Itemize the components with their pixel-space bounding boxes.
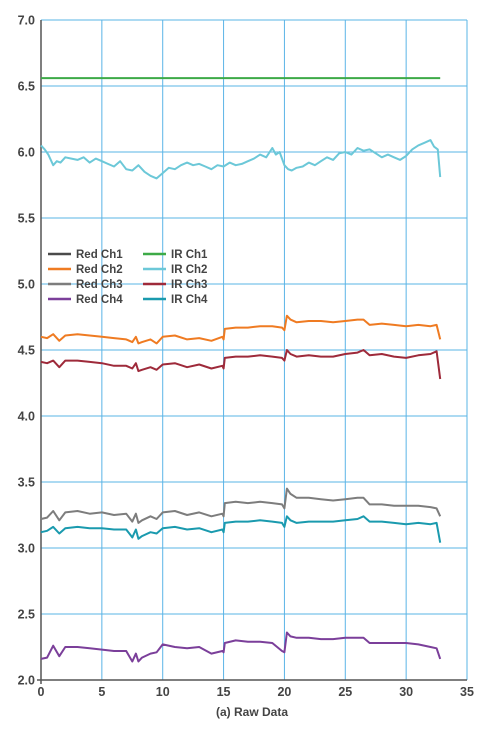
series-line-red-ch3 bbox=[40, 487, 442, 524]
y-tick-label: 4.5 bbox=[18, 344, 35, 358]
x-tick-label: 30 bbox=[399, 685, 413, 699]
y-tick-label: 5.5 bbox=[18, 212, 35, 226]
y-tick-label: 2.0 bbox=[18, 674, 35, 688]
x-tick-label: 10 bbox=[156, 685, 170, 699]
series-line-red-ch4 bbox=[40, 631, 442, 663]
x-axis-label: (a) Raw Data bbox=[216, 705, 288, 719]
y-tick-label: 5.0 bbox=[18, 278, 35, 292]
x-tick-label: 0 bbox=[38, 685, 45, 699]
x-tick-label: 25 bbox=[338, 685, 352, 699]
legend-label-ir-ch3: IR Ch3 bbox=[171, 279, 207, 291]
y-tick-label: 6.0 bbox=[18, 146, 35, 160]
series-line-red-ch2 bbox=[40, 314, 442, 345]
y-tick-label: 6.5 bbox=[18, 80, 35, 94]
legend-label-red-ch3: Red Ch3 bbox=[76, 279, 123, 291]
x-tick-label: 20 bbox=[277, 685, 291, 699]
y-tick-label: 2.5 bbox=[18, 608, 35, 622]
y-tick-label: 3.5 bbox=[18, 476, 35, 490]
x-tick-label: 35 bbox=[460, 685, 474, 699]
legend-label-ir-ch2: IR Ch2 bbox=[171, 264, 207, 276]
y-tick-label: 7.0 bbox=[18, 14, 35, 28]
axes bbox=[37, 20, 467, 684]
series-line-ir-ch4 bbox=[40, 515, 442, 543]
y-tick-label: 3.0 bbox=[18, 542, 35, 556]
series-lines bbox=[40, 77, 442, 663]
legend-label-red-ch2: Red Ch2 bbox=[76, 264, 123, 276]
legend-label-red-ch1: Red Ch1 bbox=[76, 249, 123, 261]
x-tick-label: 15 bbox=[217, 685, 231, 699]
x-tick-labels: 0 5 10 15 20 25 30 35 bbox=[38, 685, 474, 699]
y-tick-label: 4.0 bbox=[18, 410, 35, 424]
legend-label-red-ch4: Red Ch4 bbox=[76, 294, 123, 306]
legend-label-ir-ch1: IR Ch1 bbox=[171, 249, 208, 261]
y-tick-labels: 2.0 2.5 3.0 3.5 4.0 4.5 5.0 5.5 6.0 6.5 7.0 bbox=[18, 14, 35, 688]
grid bbox=[41, 19, 468, 680]
legend: Red Ch1 Red Ch2 Red Ch3 Red Ch4 IR Ch1 IR Ch2… bbox=[48, 249, 208, 306]
series-line-ir-ch3 bbox=[40, 349, 442, 380]
series-line-ir-ch2 bbox=[40, 139, 442, 180]
legend-label-ir-ch4: IR Ch4 bbox=[171, 294, 208, 306]
x-tick-label: 5 bbox=[98, 685, 105, 699]
